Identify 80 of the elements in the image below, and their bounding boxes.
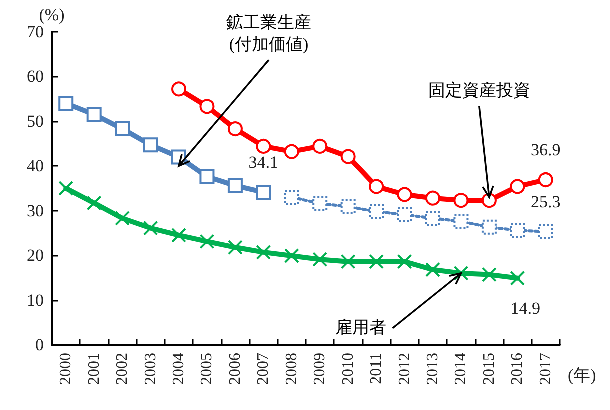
point [426, 262, 440, 278]
x-tick-label: 2003 [142, 353, 160, 385]
x-tick-label: 2005 [198, 353, 216, 385]
data-label: 14.9 [510, 298, 541, 318]
point [115, 122, 130, 137]
x-tick-label: 2015 [480, 353, 498, 385]
point [200, 169, 215, 184]
point [58, 181, 74, 196]
point [482, 267, 497, 282]
point [256, 244, 272, 260]
point [115, 210, 130, 226]
x-tick-label: 2006 [226, 353, 244, 385]
data-label: 36.9 [531, 140, 561, 160]
point [284, 144, 300, 160]
y-tick-label: 60 [27, 67, 44, 86]
point [172, 228, 186, 243]
data-label: 34.1 [248, 153, 279, 172]
x-tick-label: 2001 [86, 353, 103, 385]
x-axis-title: (年) [568, 366, 596, 385]
point [228, 122, 243, 137]
x-tick-label: 2009 [312, 353, 329, 385]
point [482, 220, 497, 235]
point [426, 190, 440, 206]
y-axis-title: (%) [39, 6, 65, 25]
x-tick-label: 2017 [537, 353, 554, 385]
point [510, 223, 526, 238]
point [86, 196, 102, 211]
point [369, 204, 384, 220]
x-tick-label: 2011 [368, 353, 386, 384]
point [200, 99, 215, 114]
point [312, 252, 328, 268]
point [397, 187, 412, 202]
point [340, 149, 356, 164]
point [454, 214, 469, 230]
point [143, 138, 158, 153]
annotation: 固定資産投資 [428, 80, 530, 102]
y-tick-label: 70 [27, 22, 44, 42]
x-tick-label: 2004 [170, 353, 188, 385]
point [454, 193, 469, 208]
point [454, 266, 469, 281]
annotation: 鉱工業生産 (付加価値) [226, 12, 312, 56]
point [143, 220, 158, 236]
point [510, 179, 526, 194]
point [538, 224, 554, 240]
point [397, 254, 412, 270]
point [200, 234, 215, 250]
point [340, 254, 356, 270]
y-tick-label: 20 [27, 246, 44, 266]
point [538, 172, 554, 188]
x-tick-label: 2013 [424, 353, 442, 385]
x-tick-label: 2012 [396, 353, 414, 385]
point [228, 240, 243, 256]
point [86, 107, 102, 122]
point [312, 196, 328, 212]
point [510, 270, 526, 286]
point [312, 138, 328, 154]
y-tick-label: 50 [27, 112, 44, 131]
point [284, 248, 300, 264]
x-tick-label: 2016 [509, 353, 526, 385]
point [369, 179, 384, 194]
x-tick-label: 2014 [452, 353, 470, 385]
x-tick-label: 2000 [58, 353, 75, 385]
point [172, 82, 186, 97]
point [228, 178, 243, 194]
point [369, 254, 384, 270]
x-tick-label: 2008 [283, 353, 300, 385]
point [58, 96, 74, 112]
annotation: 雇用者 [336, 317, 387, 340]
y-tick-label: 30 [27, 201, 44, 220]
point [256, 185, 272, 200]
point [340, 199, 356, 214]
x-tick-label: 2002 [114, 353, 132, 385]
y-tick-label: 10 [27, 290, 44, 310]
x-tick-label: 2007 [255, 353, 272, 385]
data-label: 25.3 [531, 192, 561, 212]
x-tick-label: 2010 [340, 353, 357, 385]
y-tick-label: 40 [27, 156, 44, 176]
point [397, 207, 412, 222]
y-tick-label: 0 [36, 336, 44, 354]
point [256, 138, 272, 154]
